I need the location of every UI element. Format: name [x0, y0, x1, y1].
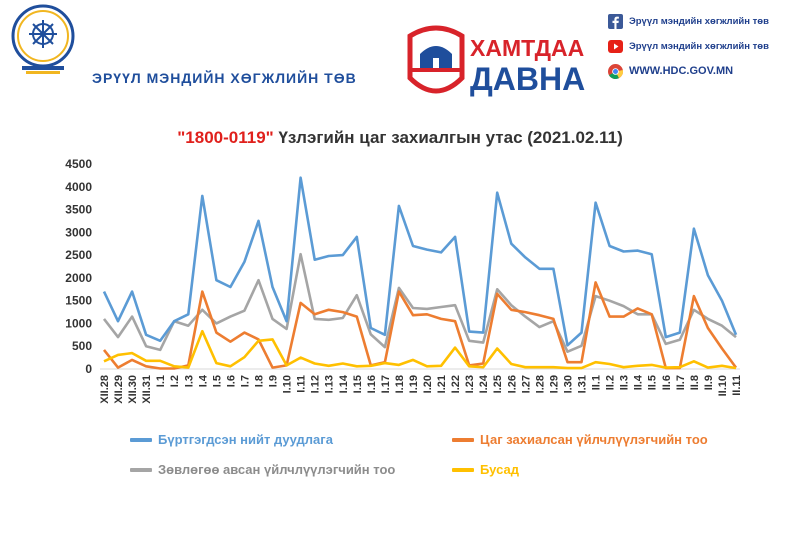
y-tick-label: 4000 [65, 180, 92, 194]
x-tick-label: XII.28 [99, 375, 111, 404]
x-tick-label: I.17 [380, 375, 392, 393]
y-tick-label: 3500 [65, 203, 92, 217]
x-tick-label: II.10 [717, 375, 729, 396]
youtube-icon [608, 39, 623, 53]
series-line-appointments [102, 281, 738, 370]
org-name: ЭРҮҮЛ МЭНДИЙН ХӨГЖЛИЙН ТӨВ [92, 70, 357, 86]
legend-swatch-consultations [130, 467, 152, 472]
x-tick-label: I.26 [506, 375, 518, 393]
x-tick-label: I.31 [577, 375, 589, 393]
x-tick-label: I.14 [338, 374, 350, 393]
social-youtube-label: Эрүүл мэндийн хөгжлийн төв [629, 40, 769, 52]
y-tick-label: 2500 [65, 248, 92, 262]
y-tick-label: 3000 [65, 225, 92, 239]
campaign-logo: ХАМТДАА ДАВНА [407, 25, 585, 97]
x-tick-label: I.23 [464, 375, 476, 393]
x-tick-label: I.11 [296, 375, 308, 393]
x-tick-label: I.1 [155, 375, 167, 387]
x-tick-label: II.8 [689, 375, 701, 390]
social-links: Эрүүл мэндийн хөгжлийн төв Эрүүл мэндийн… [608, 10, 798, 85]
y-tick-label: 4500 [65, 157, 92, 171]
social-website-label: WWW.HDC.GOV.MN [629, 65, 734, 77]
social-facebook-label: Эрүүл мэндийн хөгжлийн төв [629, 15, 769, 27]
x-tick-label: I.3 [183, 375, 195, 387]
x-tick-label: II.3 [619, 375, 631, 390]
y-tick-label: 1500 [65, 294, 92, 308]
x-tick-label: I.28 [534, 375, 546, 393]
campaign-line2: ДАВНА [470, 61, 585, 97]
x-tick-label: II.9 [703, 375, 715, 390]
x-tick-label: I.8 [253, 375, 265, 387]
line-chart: 0 500 1000 1500 2000 2500 3000 3500 4000 4500 XII.… [65, 157, 743, 404]
x-tick-label: I.15 [352, 375, 364, 393]
campaign-line1: ХАМТДАА [470, 35, 584, 61]
social-facebook[interactable]: Эрүүл мэндийн хөгжлийн төв [608, 10, 798, 32]
legend-item-other: Бусад [452, 462, 519, 477]
x-tick-label: I.22 [450, 375, 462, 393]
x-tick-label: I.2 [169, 375, 181, 387]
series-line-other [103, 329, 737, 370]
legend-swatch-total-calls [130, 437, 152, 442]
x-tick-label: I.6 [225, 375, 237, 387]
x-tick-label: I.5 [211, 375, 223, 387]
legend-item-total-calls: Бүртгэгдсэн нийт дуудлага [130, 432, 333, 447]
x-tick-label: I.18 [394, 375, 406, 393]
legend-label-consultations: Зөвлөгөө авсан үйлчлүүлэгчийн тоо [158, 462, 396, 477]
x-tick-label: I.29 [548, 375, 560, 393]
x-tick-label: I.9 [268, 375, 280, 387]
x-tick-label: II.7 [675, 375, 687, 390]
x-tick-label: I.21 [436, 375, 448, 393]
facebook-icon [608, 13, 623, 29]
x-tick-label: II.5 [647, 375, 659, 390]
y-tick-label: 0 [85, 362, 92, 376]
x-tick-label: I.24 [478, 374, 490, 393]
legend-label-total-calls: Бүртгэгдсэн нийт дуудлага [158, 432, 333, 447]
y-tick-label: 2000 [65, 271, 92, 285]
series-line-consultations [102, 252, 737, 353]
x-tick-label: I.4 [197, 374, 209, 387]
chart-title-rest: Үзлэгийн цаг захиалгын утас (2021.02.11) [273, 128, 623, 147]
chart-title: "1800-0119" Үзлэгийн цаг захиалгын утас … [0, 128, 800, 148]
header: ЭРҮҮЛ МЭНДИЙН ХӨГЖЛИЙН ТӨВ ХАМТДАА ДАВНА… [0, 0, 800, 120]
legend-item-consultations: Зөвлөгөө авсан үйлчлүүлэгчийн тоо [130, 462, 395, 477]
series-line-total-calls [102, 176, 738, 347]
y-tick-label: 1000 [65, 316, 92, 330]
y-tick-label: 500 [72, 339, 92, 353]
x-tick-label: XII.31 [141, 375, 153, 404]
x-tick-label: I.13 [324, 375, 336, 393]
chart-title-highlight: "1800-0119" [177, 128, 274, 147]
x-tick-label: II.2 [605, 375, 617, 390]
legend-label-appointments: Цаг захиалсан үйлчлүүлэгчийн тоо [480, 432, 708, 447]
x-tick-label: I.7 [239, 375, 251, 387]
x-tick-label: I.16 [366, 375, 378, 393]
legend-label-other: Бусад [480, 462, 519, 477]
social-website[interactable]: WWW.HDC.GOV.MN [608, 60, 798, 82]
social-youtube[interactable]: Эрүүл мэндийн хөгжлийн төв [608, 35, 798, 57]
x-tick-label: II.11 [731, 375, 743, 396]
legend-swatch-appointments [452, 437, 474, 442]
x-tick-label: I.27 [520, 375, 532, 393]
x-tick-label: XII.29 [113, 375, 125, 404]
x-tick-label: II.6 [661, 375, 673, 390]
x-tick-label: I.25 [492, 375, 504, 393]
x-tick-label: I.12 [310, 375, 322, 393]
chrome-icon [608, 63, 623, 79]
x-tick-label: I.20 [422, 375, 434, 393]
legend-swatch-other [452, 467, 474, 472]
legend-item-appointments: Цаг захиалсан үйлчлүүлэгчийн тоо [452, 432, 708, 447]
x-tick-label: II.1 [591, 375, 603, 390]
x-tick-label: XII.30 [127, 375, 139, 404]
x-tick-label: I.19 [408, 375, 420, 393]
x-tick-label: I.30 [562, 375, 574, 393]
x-tick-label: I.10 [282, 375, 294, 393]
x-tick-label: II.4 [633, 374, 645, 390]
soyombo-emblem-icon [11, 4, 75, 74]
